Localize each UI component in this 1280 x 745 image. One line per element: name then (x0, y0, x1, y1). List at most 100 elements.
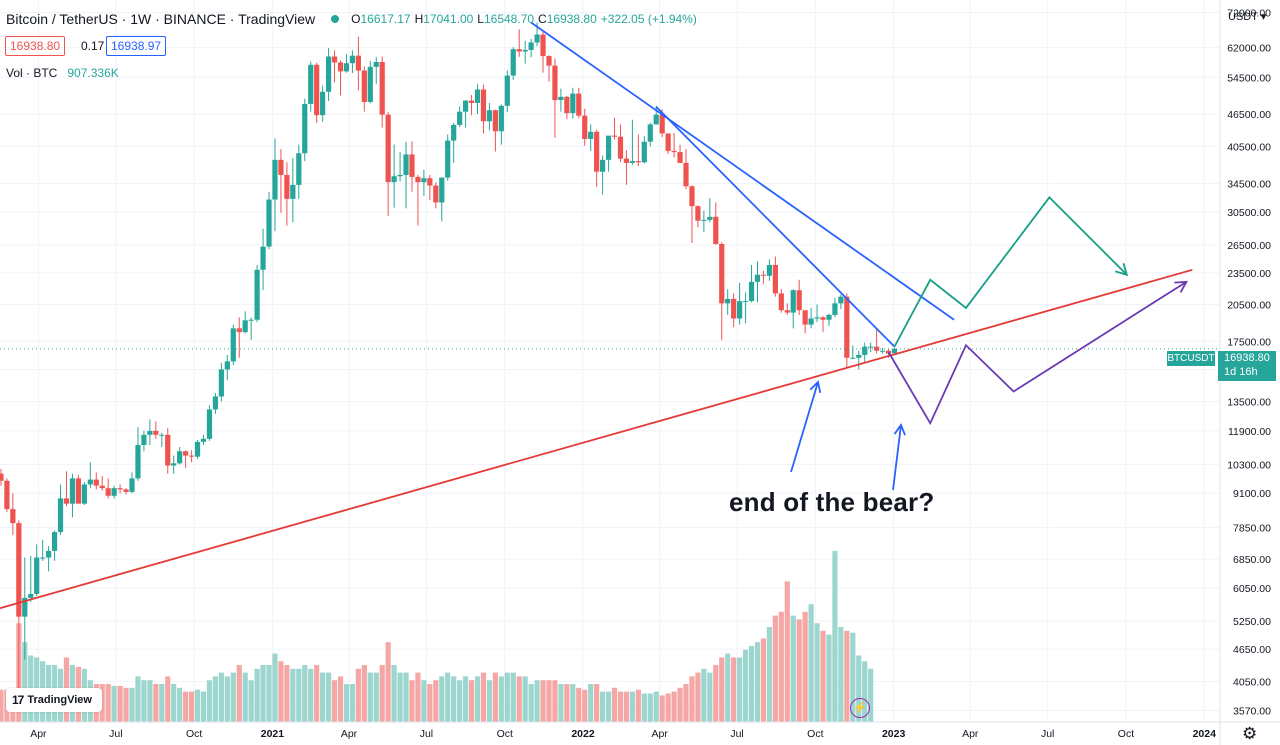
volume-bar (617, 691, 624, 722)
price-tick-label: 4650.00 (1233, 644, 1271, 656)
volume-bar (838, 627, 844, 722)
annotation-arrow[interactable] (892, 424, 902, 491)
candle-body (81, 484, 87, 504)
candle-body (665, 133, 671, 151)
volume-bar (457, 680, 463, 722)
volume-bar (737, 657, 743, 722)
lightning-icon[interactable]: ⚡ (850, 698, 870, 718)
candle-body (230, 328, 236, 362)
candle-body (183, 451, 189, 456)
volume-bar (111, 685, 117, 722)
volume-bar (623, 691, 630, 722)
price-tick-label: 3570.00 (1233, 706, 1271, 718)
volume-bar (528, 684, 534, 722)
volume-bar (260, 665, 266, 722)
candle-body (677, 152, 683, 163)
blue-trendline[interactable] (530, 21, 955, 321)
volume-bar (784, 581, 790, 722)
market-open-icon (331, 15, 340, 23)
volume-bar (492, 672, 498, 722)
tv-logo-icon: 17 (12, 693, 24, 707)
purple-projection-path[interactable] (887, 281, 1187, 426)
candle-body (838, 296, 844, 304)
gear-icon[interactable]: ⚙ (1242, 724, 1258, 743)
tradingview-logo[interactable]: 17 TradingView (6, 688, 102, 712)
volume-bar (427, 684, 433, 722)
candle-body (254, 269, 260, 320)
volume-bar (498, 676, 504, 722)
candle-body (570, 93, 576, 114)
volume-bar (510, 672, 516, 722)
candle-body (123, 489, 129, 492)
red-trendline[interactable] (0, 268, 1193, 620)
volume-bar (641, 693, 647, 722)
candle-body (129, 478, 135, 492)
annotation-arrow[interactable] (790, 381, 819, 473)
price-tick-label: 34500.00 (1227, 179, 1271, 191)
candle-body (427, 178, 433, 186)
time-axis[interactable]: Apr Jul Oct 2021 Apr Jul Oct 2022 Apr Jul Oct 2023 A… (30, 728, 1216, 740)
candle-body (266, 199, 272, 247)
candle-body (492, 110, 498, 132)
volume-bar (856, 655, 862, 722)
currency-selector[interactable]: USDT ▾ (1228, 11, 1267, 23)
annotation-arrow-head (893, 423, 906, 436)
candle-body (474, 89, 481, 103)
price-tick-label: 23500.00 (1227, 268, 1271, 280)
candle-body (766, 264, 773, 276)
candle-body (403, 154, 409, 175)
time-tick-label: Apr (962, 728, 979, 740)
volume-bar (272, 653, 278, 722)
legend-header: Bitcoin / TetherUS · 1W · BINANCE · Trad… (6, 11, 701, 27)
volume-bar (802, 611, 808, 722)
brand-name: TradingView (27, 694, 92, 706)
volume-bar (611, 687, 618, 722)
candle-body (367, 66, 373, 102)
volume-bar (284, 665, 290, 722)
volume-bars (0, 551, 874, 722)
symbol-title[interactable]: Bitcoin / TetherUS · 1W · BINANCE · Trad… (6, 11, 316, 27)
candle-body (22, 597, 28, 617)
candle-body (278, 159, 284, 175)
candle-body (93, 479, 99, 486)
price-tick-label: 11900.00 (1228, 426, 1271, 438)
candles (0, 22, 898, 697)
price-tick-label: 6850.00 (1233, 554, 1271, 566)
candle-body (832, 303, 838, 315)
candle-body (57, 498, 64, 533)
buy-price-button[interactable]: 16938.97 (106, 36, 167, 56)
candle-body (379, 62, 385, 115)
volume-bar (832, 551, 838, 722)
candle-body (415, 176, 421, 183)
volume-bar (367, 672, 373, 722)
candle-body (165, 434, 171, 466)
purple-arrow-head (1174, 280, 1188, 293)
annotation-text[interactable]: end of the bear? (729, 487, 935, 517)
price-tick-label: 54500.00 (1227, 72, 1271, 84)
candle-body (707, 216, 713, 220)
candle-body (159, 434, 165, 436)
volume-bar (129, 687, 135, 722)
blue-trendline[interactable] (655, 106, 896, 348)
candle-body (16, 523, 22, 617)
candle-body (504, 75, 510, 106)
candle-body (891, 348, 898, 354)
candle-body (742, 301, 749, 303)
candle-body (498, 105, 504, 132)
volume-bar (278, 661, 284, 722)
sell-price-button[interactable]: 16938.80 (5, 36, 66, 56)
low-value: 16548.70 (483, 12, 535, 26)
green-projection-path[interactable] (893, 196, 1128, 348)
candle-body (468, 100, 475, 103)
candle-body (34, 557, 40, 594)
candle-body (63, 498, 70, 504)
volume-legend[interactable]: Vol · BTC 907.336K (6, 66, 119, 80)
time-tick-label: Apr (651, 728, 668, 740)
volume-bar (516, 676, 522, 722)
volume-bar (290, 668, 296, 722)
candle-body (653, 114, 659, 125)
candle-body (826, 314, 832, 320)
volume-bar (355, 668, 361, 722)
candle-body (4, 480, 10, 510)
